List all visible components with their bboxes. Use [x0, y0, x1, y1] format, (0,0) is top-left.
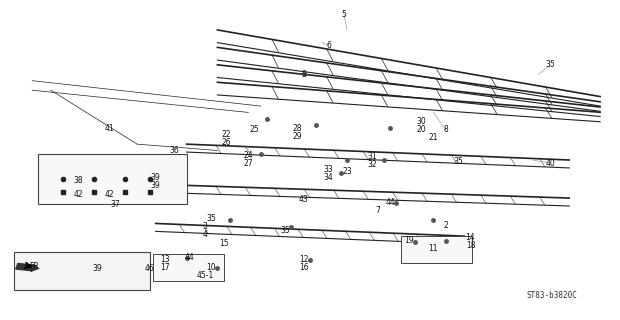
Text: 5: 5 — [342, 10, 347, 19]
Text: 42: 42 — [74, 190, 83, 199]
Text: 13: 13 — [160, 255, 170, 264]
Text: 9: 9 — [301, 70, 306, 79]
Text: 46: 46 — [144, 264, 154, 273]
FancyArrow shape — [16, 263, 38, 271]
Text: 7: 7 — [376, 206, 380, 215]
Text: 41: 41 — [105, 124, 114, 133]
Text: 22: 22 — [222, 130, 231, 139]
Text: 17: 17 — [160, 263, 170, 272]
Text: 28: 28 — [293, 124, 303, 133]
Text: FR.: FR. — [29, 262, 42, 271]
Text: 14: 14 — [466, 233, 476, 242]
Text: 6: 6 — [326, 41, 331, 50]
Text: 39: 39 — [151, 181, 161, 190]
Text: 35: 35 — [206, 214, 216, 223]
Text: 35: 35 — [546, 60, 556, 69]
Text: 27: 27 — [244, 159, 253, 168]
Bar — [153, 253, 224, 281]
Text: 4: 4 — [203, 230, 208, 239]
Text: 33: 33 — [324, 165, 334, 174]
Text: 26: 26 — [222, 138, 231, 147]
Text: 2: 2 — [443, 220, 448, 229]
Text: 39: 39 — [151, 173, 161, 182]
Text: 29: 29 — [293, 132, 303, 141]
Text: 16: 16 — [299, 263, 309, 272]
Text: 8: 8 — [443, 125, 448, 134]
Text: 18: 18 — [466, 241, 475, 250]
Text: 21: 21 — [428, 133, 438, 142]
Text: 37: 37 — [111, 200, 120, 209]
Text: 24: 24 — [244, 151, 253, 160]
Text: 45-1: 45-1 — [197, 271, 214, 280]
Text: 35: 35 — [280, 226, 290, 235]
Text: 31: 31 — [367, 152, 376, 161]
Text: 39: 39 — [92, 264, 102, 273]
Text: 35: 35 — [453, 157, 463, 166]
Text: 23: 23 — [342, 167, 352, 176]
Text: 15: 15 — [219, 239, 228, 248]
Text: 12: 12 — [299, 255, 309, 264]
Text: 11: 11 — [428, 244, 438, 253]
Text: 40: 40 — [546, 159, 556, 168]
Text: 44: 44 — [386, 198, 395, 207]
Text: 42: 42 — [105, 190, 114, 199]
Text: 25: 25 — [250, 125, 259, 134]
Text: 32: 32 — [367, 160, 376, 169]
Text: 3: 3 — [203, 222, 208, 231]
Text: 36: 36 — [169, 146, 179, 155]
Text: 38: 38 — [74, 176, 83, 185]
Text: 10: 10 — [206, 263, 216, 272]
Text: 44: 44 — [185, 253, 195, 262]
Bar — [401, 236, 472, 263]
Bar — [14, 252, 149, 290]
Text: ST83-b3820C: ST83-b3820C — [526, 291, 577, 300]
Text: 43: 43 — [299, 195, 309, 204]
Text: 20: 20 — [416, 125, 426, 134]
Text: 34: 34 — [324, 173, 334, 182]
Bar — [38, 154, 187, 204]
Text: 19: 19 — [404, 236, 414, 245]
Text: 30: 30 — [416, 117, 426, 126]
